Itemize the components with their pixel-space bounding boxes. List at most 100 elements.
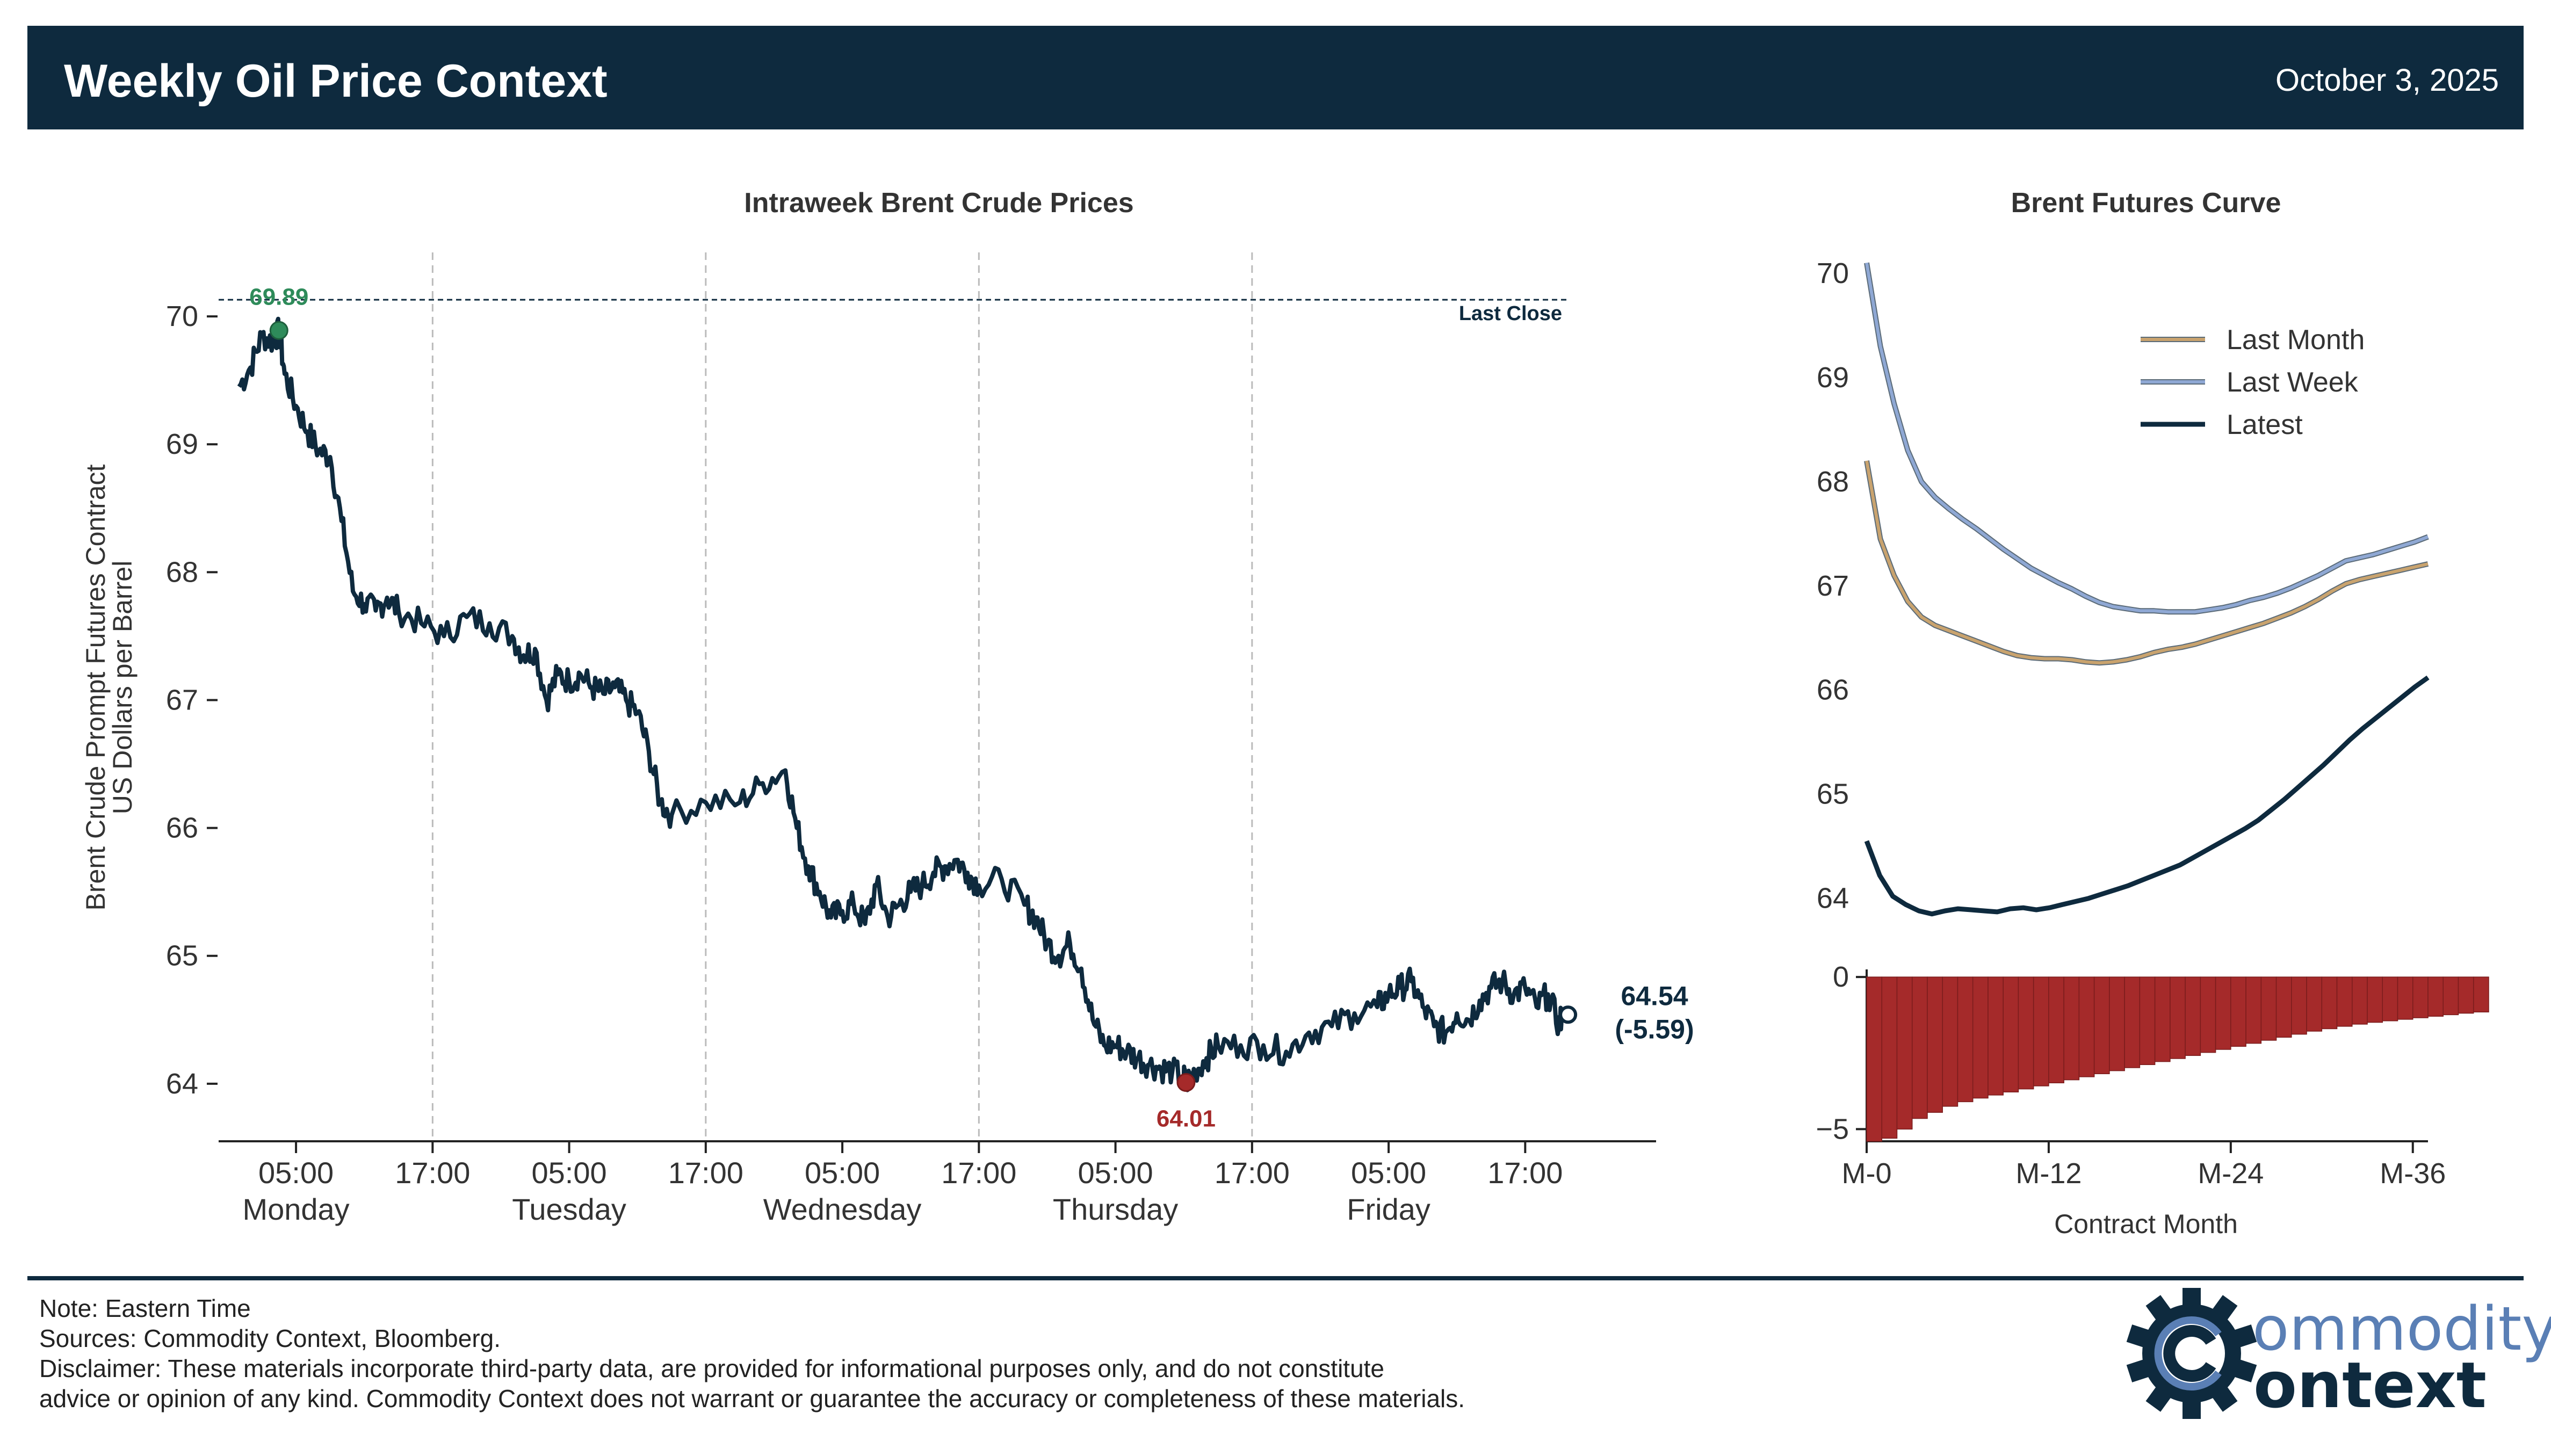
curve-chart-title: Brent Futures Curve: [2011, 187, 2281, 219]
curve-diff-bar: [2185, 976, 2201, 1056]
curve-diff-bar: [2321, 976, 2338, 1030]
curve-diff-bar: [1881, 976, 1898, 1139]
curve-y-tick-label: 70: [1817, 257, 1849, 289]
main-y-tick-label: 67: [166, 684, 198, 716]
brent-price-line: [237, 316, 1564, 1092]
curve-diff-bar: [2018, 976, 2034, 1090]
last-close-label: Last Close: [1459, 302, 1562, 325]
curve-line-last-week: [1865, 262, 2429, 614]
curve-diff-bar: [1972, 976, 1989, 1099]
curve-diff-bar: [2078, 976, 2095, 1077]
weekly-low-label: 64.01: [1157, 1105, 1216, 1132]
sources-line: Sources: Commodity Context, Bloomberg.: [39, 1324, 501, 1352]
curve-diff-bar: [2109, 976, 2125, 1071]
main-y-axis-label: Brent Crude Prompt Futures Contract US D…: [81, 464, 138, 910]
main-y-tick-label: 65: [166, 940, 198, 972]
price-change-label: (-5.59): [1615, 1014, 1694, 1044]
curve-diff-bar: [2367, 976, 2383, 1023]
curve-diff-bar: [2473, 976, 2489, 1013]
curve-x-axis-label: Contract Month: [2054, 1209, 2238, 1239]
main-x-tick-day: Tuesday: [512, 1192, 626, 1226]
main-x-tick-time: 17:00: [668, 1156, 743, 1190]
curve-diff-bar: [2352, 976, 2368, 1025]
legend-label: Latest: [2227, 409, 2303, 440]
curve-diff-bar: [2033, 976, 2049, 1086]
curve-x-tick-label: M-36: [2380, 1157, 2446, 1190]
curve-diff-bar: [2200, 976, 2216, 1053]
main-y-tick-label: 64: [166, 1068, 198, 1100]
weekly-low-marker: [1176, 1073, 1196, 1092]
main-x-tick-time: 17:00: [395, 1156, 470, 1190]
curve-diff-bar: [1896, 976, 1913, 1130]
page-title: Weekly Oil Price Context: [64, 55, 608, 107]
curve-diff-bar: [2215, 976, 2231, 1050]
curve-diff-bar: [2336, 976, 2353, 1027]
report-date: October 3, 2025: [2275, 63, 2499, 98]
curve-legend: Last Month Last Week Latest: [2141, 324, 2365, 440]
curve-diff-bar: [1942, 976, 1959, 1107]
latest-price-label: 64.54: [1621, 981, 1688, 1011]
logo-word-commodity: ommodity: [2252, 1294, 2551, 1364]
main-x-tick-time: 05:00: [1078, 1156, 1153, 1190]
curve-y-tick-label: 68: [1817, 466, 1849, 498]
main-y-tick-label: 70: [166, 300, 198, 332]
main-x-tick-time: 17:00: [1487, 1156, 1563, 1190]
weekly-high-marker: [269, 321, 288, 340]
main-x-tick-time: 17:00: [941, 1156, 1016, 1190]
curve-diff-bar: [2458, 976, 2474, 1014]
curve-diff-bar: [2154, 976, 2171, 1062]
disclaimer-line: Disclaimer: These materials incorporate …: [39, 1354, 1385, 1382]
curve-diff-bar: [2245, 976, 2262, 1044]
main-y-label-line1: Brent Crude Prompt Futures Contract: [81, 464, 111, 910]
legend-label: Last Month: [2227, 324, 2365, 356]
logo-word-context: ontext: [2253, 1348, 2487, 1422]
curve-diff-bar: [2093, 976, 2110, 1075]
main-x-tick-time: 05:00: [258, 1156, 334, 1190]
main-y-label-line2: US Dollars per Barrel: [107, 561, 138, 814]
curve-diff-bar: [2291, 976, 2307, 1035]
latest-price-marker: [1559, 1005, 1578, 1024]
curve-diff-bar: [2412, 976, 2429, 1018]
curve-line-last-week-outline: [1864, 262, 2429, 615]
curve-diff-bar: [1911, 976, 1928, 1119]
curve-x-tick-label: M-0: [1842, 1157, 1892, 1190]
bar-y-tick-label: 0: [1833, 961, 1849, 993]
curve-diff-bar: [1927, 976, 1943, 1113]
curve-x-tick-label: M-24: [2198, 1157, 2264, 1190]
curve-y-tick-label: 64: [1817, 882, 1849, 915]
main-y-tick-label: 66: [166, 812, 198, 844]
main-y-tick-label: 68: [166, 556, 198, 588]
curve-diff-bar: [2230, 976, 2246, 1047]
main-x-tick-day: Monday: [242, 1192, 349, 1226]
disclaimer-line: advice or opinion of any kind. Commodity…: [39, 1385, 1465, 1412]
gear-c-icon: [2126, 1288, 2257, 1419]
curve-diff-bar: [2063, 976, 2080, 1081]
curve-diff-bar: [2003, 976, 2019, 1092]
curve-diff-bar: [2397, 976, 2413, 1020]
curve-diff-bar: [2048, 976, 2064, 1084]
curve-line-last-month: [1865, 460, 2429, 665]
curve-diff-bar: [2260, 976, 2277, 1041]
curve-diff-bar: [1957, 976, 1974, 1103]
weekly-high-label: 69.89: [249, 284, 308, 310]
legend-label: Last Week: [2227, 367, 2359, 398]
curve-diff-bar: [2139, 976, 2156, 1066]
commodity-context-logo: ommodity ontext: [2122, 1284, 2551, 1423]
bar-y-tick-label: −5: [1816, 1113, 1849, 1145]
curve-y-tick-label: 69: [1817, 361, 1849, 394]
curve-diff-bar: [2306, 976, 2323, 1032]
main-y-tick-label: 69: [166, 428, 198, 460]
footer-divider: [27, 1276, 2524, 1280]
curve-y-tick-label: 66: [1817, 674, 1849, 706]
header-banner: Weekly Oil Price Context October 3, 2025: [27, 26, 2524, 129]
main-x-tick-day: Wednesday: [763, 1192, 922, 1226]
main-x-tick-day: Friday: [1347, 1192, 1430, 1226]
curve-diff-bar: [2442, 976, 2459, 1016]
curve-x-tick-label: M-12: [2015, 1157, 2082, 1190]
footer-notes: Note: Eastern Time Sources: Commodity Co…: [39, 1293, 1465, 1414]
main-x-tick-time: 05:00: [805, 1156, 880, 1190]
note-line: Note: Eastern Time: [39, 1294, 251, 1322]
main-x-tick-time: 05:00: [532, 1156, 607, 1190]
